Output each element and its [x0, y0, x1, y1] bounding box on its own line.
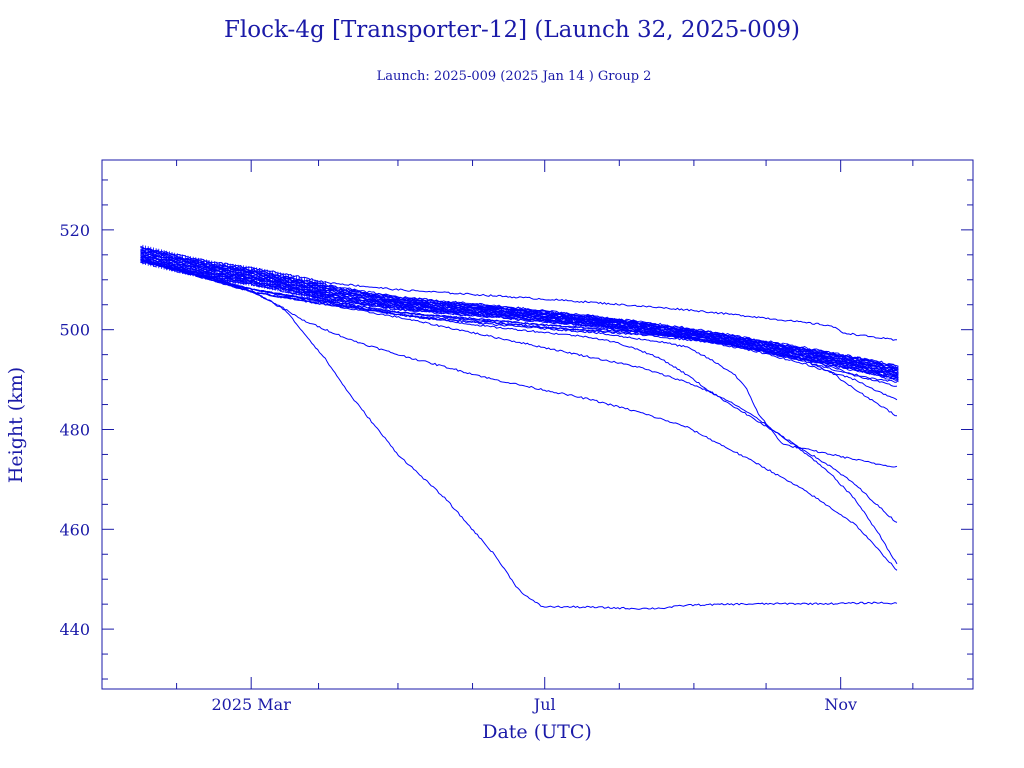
bundle-track-line	[140, 247, 899, 369]
y-tick-label: 520	[59, 221, 90, 240]
y-tick-label: 480	[59, 420, 90, 439]
series-line-decay-to-488	[140, 258, 898, 387]
axis-ticks	[102, 160, 973, 689]
axis-tick-labels: 440 460 480 500 520 2025 Mar Jul Nov	[59, 221, 857, 714]
x-tick-label: 2025 Mar	[211, 695, 291, 714]
series-line-decay-to-460	[140, 259, 898, 523]
plot-frame	[101, 159, 974, 690]
series-line-low-band	[140, 259, 898, 383]
bundle-track-line	[140, 251, 899, 374]
y-tick-label: 440	[59, 620, 90, 639]
chart-title: Flock-4g [Transporter-12] (Launch 32, 20…	[224, 17, 800, 43]
y-axis-label: Height (km)	[5, 367, 27, 483]
series-line-decay-to-451a	[140, 259, 898, 571]
x-tick-label: Nov	[824, 695, 857, 714]
series-line-decay-to-451b	[140, 258, 898, 565]
series-layer	[140, 244, 899, 610]
bundle-track-line	[140, 245, 899, 369]
chart-subtitle: Launch: 2025-009 (2025 Jan 14 ) Group 2	[377, 69, 652, 84]
bundle-track-line	[140, 253, 899, 375]
x-tick-label: Jul	[532, 695, 556, 714]
y-tick-label: 500	[59, 321, 90, 340]
y-tick-label: 460	[59, 520, 90, 539]
x-axis-label: Date (UTC)	[482, 721, 592, 743]
bundle-oscillation-band	[142, 244, 326, 302]
series-line-upper-outlier	[140, 246, 898, 341]
